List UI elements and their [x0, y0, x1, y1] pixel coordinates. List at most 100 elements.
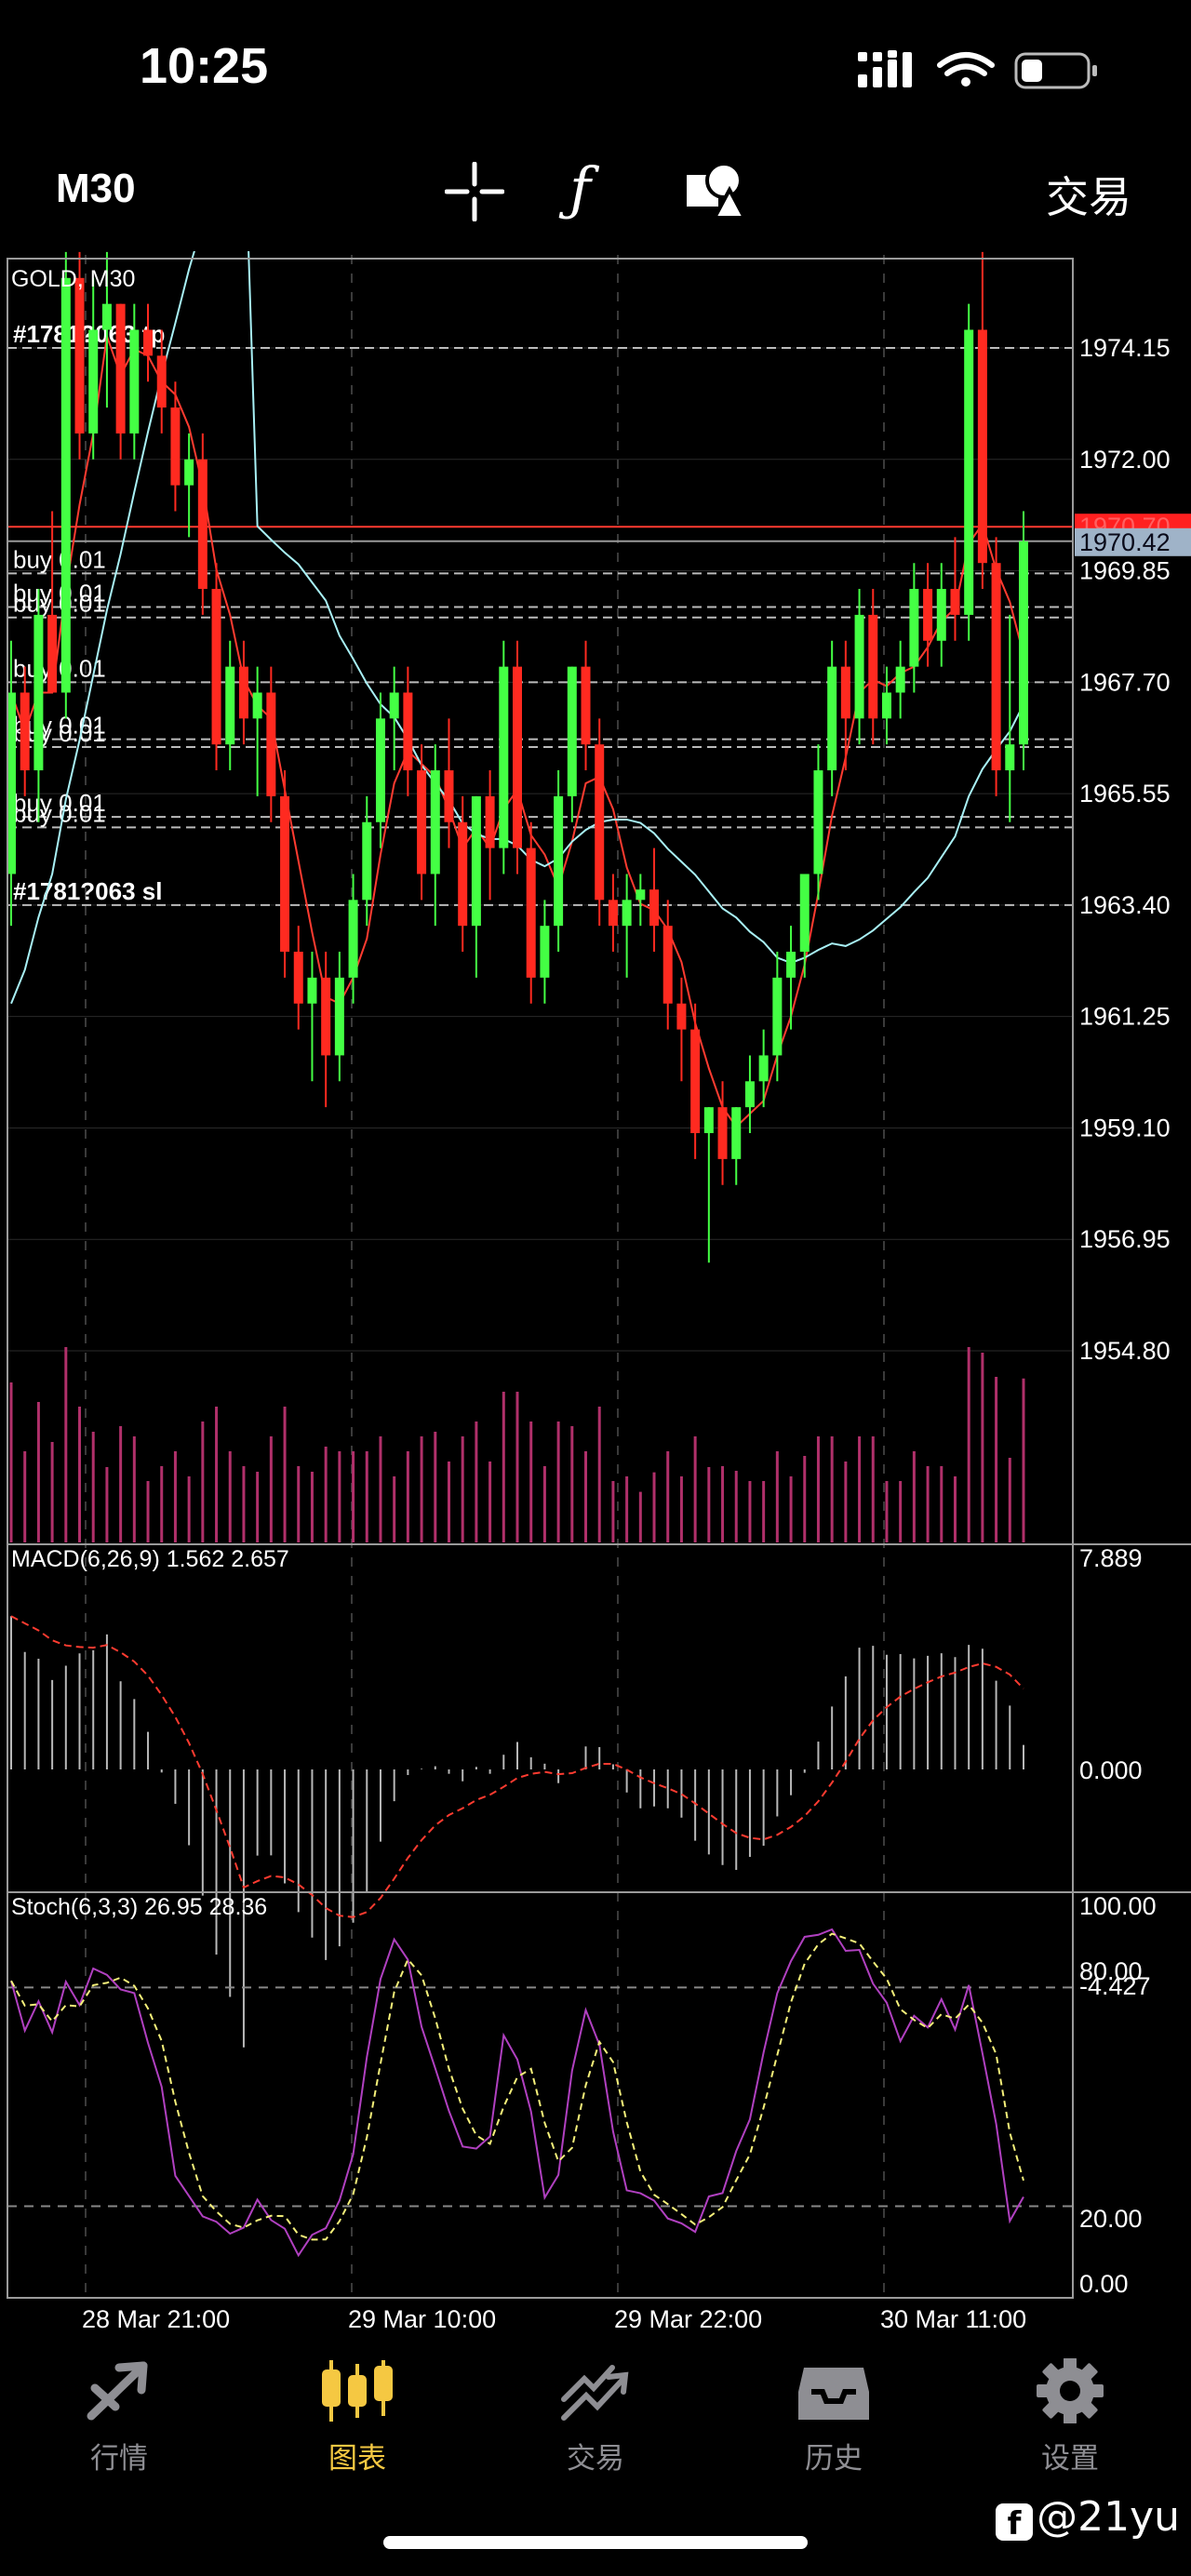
candle-bull — [799, 874, 810, 953]
price-tick-label: 1954.80 — [1079, 1337, 1171, 1365]
stoch-main-line — [10, 1928, 1024, 2258]
candle-bear — [485, 795, 495, 848]
candle-bull — [129, 329, 140, 434]
tab-trade[interactable]: 交易 — [530, 2358, 661, 2476]
candle-bull — [540, 926, 550, 978]
order-label: buy 0.01 — [13, 789, 106, 817]
candle-bull — [1019, 541, 1028, 745]
candle-bull — [307, 977, 317, 1004]
symbol-label: GOLD, M30 — [11, 266, 135, 292]
candle-bull — [60, 277, 71, 693]
chart-icon — [322, 2360, 393, 2422]
candle-bear — [649, 889, 660, 927]
candle-bear — [595, 744, 605, 901]
candle-bear — [403, 692, 413, 771]
candle-bear — [211, 589, 221, 745]
candle-bear — [170, 407, 181, 486]
history-icon — [798, 2368, 869, 2420]
price-tick-label: 1963.40 — [1079, 891, 1171, 919]
bid-tag: 1970.42 — [1079, 528, 1171, 556]
candle-bear — [417, 770, 427, 874]
candle-bull — [471, 795, 481, 927]
candle-bear — [143, 329, 154, 356]
tab-chart-label: 图表 — [328, 2442, 386, 2476]
macd-tick-label: 7.889 — [1079, 1544, 1143, 1572]
candle-bull — [854, 614, 864, 719]
candle-bear — [676, 1003, 687, 1030]
candle-bull — [622, 900, 632, 927]
candle-bull — [499, 666, 509, 848]
tab-quotes-label: 行情 — [90, 2442, 148, 2476]
price-tick-label: 1961.25 — [1079, 1003, 1171, 1031]
candle-bull — [744, 1081, 755, 1108]
candle-bear — [197, 459, 207, 590]
candle-bear — [156, 355, 167, 408]
function-icon[interactable]: ƒ — [569, 154, 591, 222]
tab-trade-label: 交易 — [567, 2442, 624, 2476]
candle-bull — [554, 795, 564, 927]
candle-bear — [444, 770, 454, 822]
candle-bull — [813, 770, 823, 874]
candle-bear — [293, 952, 303, 1004]
candle-bull — [7, 692, 16, 874]
chart-border — [7, 258, 1074, 2299]
tab-chart[interactable]: 图表 — [292, 2358, 422, 2476]
stoch-label: Stoch(6,3,3) 26.95 28.36 — [11, 1894, 267, 1920]
candle-bear — [74, 277, 85, 434]
tab-history[interactable]: 历史 — [769, 2358, 899, 2476]
candle-bull — [375, 718, 385, 822]
price-tick-label: 1969.85 — [1079, 557, 1171, 585]
macd-tick-label: -4.427 — [1079, 1972, 1151, 2000]
price-tick-label: 1959.10 — [1079, 1114, 1171, 1141]
weibo-logo-icon: f — [996, 2503, 1034, 2543]
tab-settings[interactable]: 设置 — [1005, 2357, 1135, 2476]
candle-bull — [184, 459, 194, 486]
price-tick-label: 1965.55 — [1079, 780, 1171, 808]
candle-bear — [717, 1107, 728, 1159]
trade-icon — [561, 2365, 629, 2421]
candle-bear — [266, 692, 276, 796]
tab-quotes[interactable]: 行情 — [54, 2358, 184, 2476]
candle-bull — [362, 821, 372, 901]
candle-bull — [567, 666, 577, 796]
tab-history-label: 历史 — [805, 2442, 863, 2476]
crosshair-icon[interactable] — [445, 162, 504, 221]
tab-settings-label: 设置 — [1041, 2442, 1099, 2476]
chart-grid — [7, 255, 1073, 2298]
price-tick-label: 1967.70 — [1079, 668, 1171, 696]
candle-bull — [703, 1107, 714, 1134]
stoch-signal-line — [10, 1932, 1024, 2241]
timeframe-button[interactable]: M30 — [56, 166, 136, 211]
order-label: buy 0.01 — [13, 580, 106, 607]
macd-label: MACD(6,26,9) 1.562 2.657 — [11, 1546, 289, 1572]
candle-bear — [513, 666, 522, 848]
status-time: 10:25 — [140, 38, 269, 94]
price-tick-label: 1972.00 — [1079, 446, 1171, 474]
candle-bull — [636, 889, 646, 901]
candle-bear — [47, 614, 58, 693]
candle-bull — [430, 770, 440, 874]
candle-bull — [772, 977, 783, 1056]
stoch-tick-label: 0.00 — [1079, 2270, 1129, 2298]
candle-bull — [389, 692, 399, 719]
candle-bear — [977, 329, 987, 564]
objects-icon[interactable] — [683, 162, 744, 220]
stoch-tick-label: 100.00 — [1079, 1892, 1157, 1920]
macd-tick-label: 0.000 — [1079, 1756, 1143, 1784]
candle-bull — [881, 692, 891, 719]
order-label: #1781?063 sl — [13, 877, 162, 905]
candle-bear — [458, 821, 468, 927]
candle-bear — [280, 795, 290, 953]
volume-bars — [9, 1347, 1025, 1542]
watermark-text: @21yu — [1037, 2493, 1180, 2541]
battery-icon — [1014, 52, 1097, 89]
order-label: buy 0.01 — [13, 654, 106, 682]
home-indicator[interactable] — [383, 2536, 808, 2549]
bid-tag-bg — [1075, 527, 1191, 556]
candle-bull — [758, 1055, 769, 1082]
trade-button[interactable]: 交易 — [1046, 172, 1131, 222]
candle-bull — [936, 589, 946, 641]
candle-bear — [662, 926, 673, 1004]
candle-bear — [608, 900, 618, 927]
